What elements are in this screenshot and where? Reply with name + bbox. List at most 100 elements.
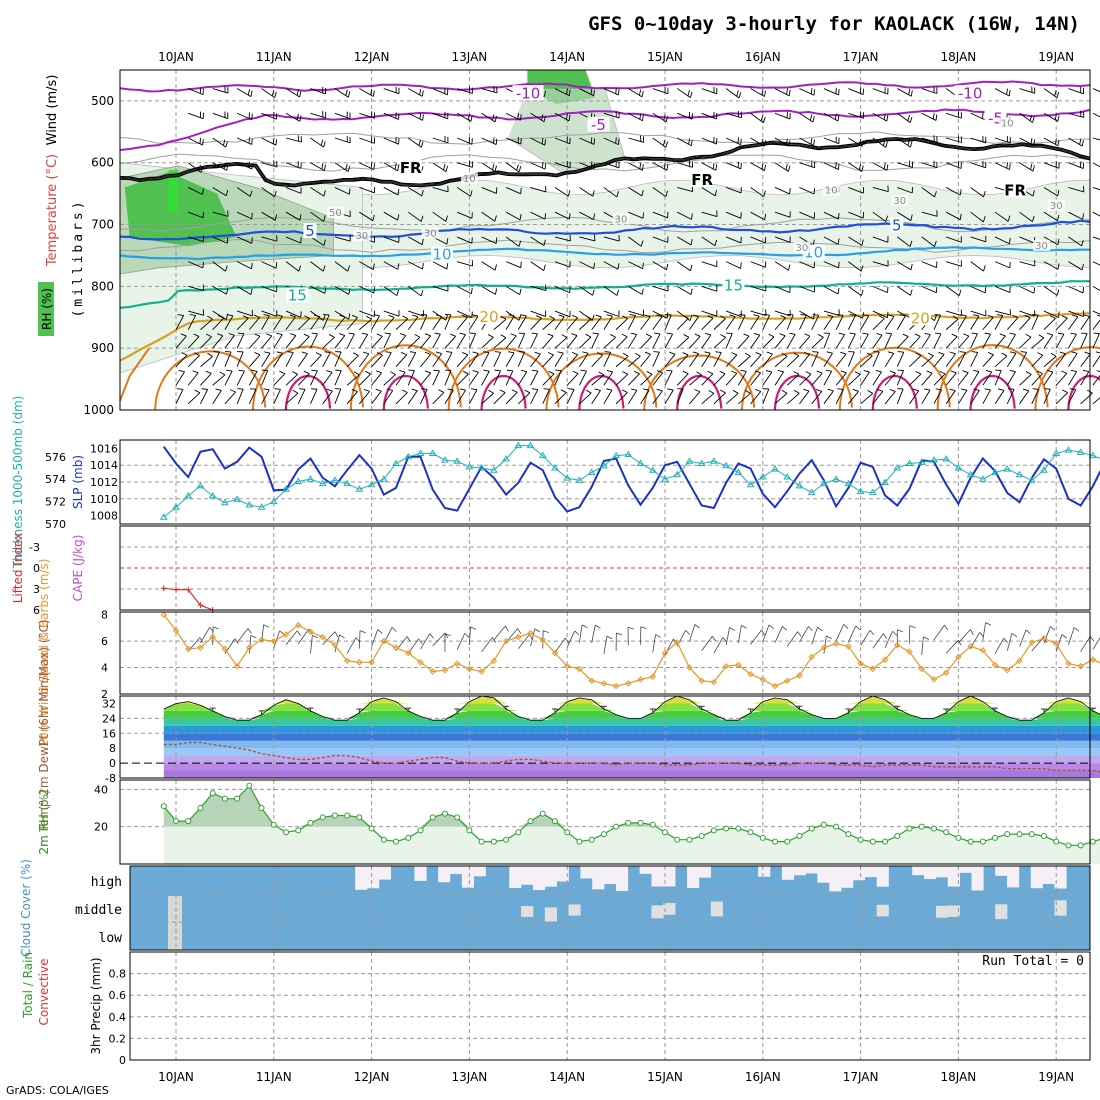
wind-barb-staff	[469, 353, 479, 367]
wind-barb-icon	[212, 261, 228, 272]
wind-barb-staff	[444, 352, 453, 367]
wind-barb-flag	[376, 352, 383, 356]
wind-barb-icon	[994, 314, 1004, 330]
wind-barb-icon	[188, 211, 204, 219]
wind-barb-icon	[750, 211, 767, 221]
wind-barb-icon	[652, 634, 662, 653]
wind-barb-staff	[799, 211, 815, 219]
wind-barb-icon	[725, 352, 738, 368]
wind-barb-flag	[549, 315, 555, 320]
wind-barb-staff	[677, 187, 693, 193]
wind-barb-icon	[579, 187, 595, 197]
wind-barb-icon	[505, 285, 522, 296]
rh-contour	[119, 216, 1091, 233]
wind-barb-flag	[199, 137, 202, 144]
temperature-band	[163, 718, 1100, 726]
cloud-clear-cell	[473, 866, 486, 877]
wind-barb-icon	[505, 162, 522, 173]
wind-barb-icon	[615, 352, 629, 368]
wind-barb-icon	[652, 137, 668, 148]
wind-barb-staff	[823, 390, 834, 405]
wind-barb-icon	[1080, 314, 1091, 330]
wind-barb-staff	[835, 315, 844, 330]
thickness-line	[163, 445, 1100, 518]
wind-barb-icon	[1080, 351, 1091, 367]
wind-barb-flag	[923, 636, 930, 640]
lifted-tick: 3	[33, 583, 40, 596]
rh2m-point	[869, 838, 876, 845]
wind-barb-icon	[811, 626, 823, 645]
wind-barb-flag	[443, 164, 446, 171]
wind-barb-flag	[565, 113, 568, 120]
wind-barb-flag	[621, 389, 628, 393]
wind-barb-icon	[273, 332, 283, 349]
contour-30c	[578, 374, 625, 411]
wind-barb-staff	[774, 285, 790, 293]
wind-barb-icon	[774, 625, 788, 643]
wind-barb-flag	[960, 314, 967, 317]
wind-barb-flag	[263, 388, 270, 391]
wind-barb-flag	[472, 370, 479, 373]
wind-barb-icon	[676, 352, 689, 368]
wind-barb-icon	[1043, 285, 1060, 296]
wind-barb-icon	[970, 351, 979, 367]
rh-axis-label: RH (%)	[40, 288, 54, 330]
wind-barb-staff	[261, 335, 273, 349]
wind-barb-staff	[359, 310, 375, 317]
wind-barb-flag	[715, 351, 722, 354]
wind-barb-flag	[1032, 314, 1039, 316]
wind-speed-point	[771, 682, 779, 690]
wind-barb-flag	[447, 388, 454, 391]
wind-barb-icon	[334, 369, 342, 386]
wind-barb-flag	[250, 90, 253, 97]
wind-barb-staff	[603, 137, 619, 146]
slp-tick: 1010	[90, 493, 118, 506]
wind-barb-staff	[285, 352, 294, 367]
pressure-tick: 800	[91, 279, 114, 293]
wind-barb-icon	[248, 369, 258, 386]
wind-barb-flag	[547, 352, 554, 356]
wind-barb-icon	[799, 285, 816, 293]
wind-barb-staff	[579, 285, 593, 296]
wind-barb-icon	[395, 370, 406, 386]
wind-barb-flag	[1059, 351, 1066, 355]
wind-barb-icon	[982, 352, 994, 368]
wind-barb-flag	[229, 389, 236, 393]
wind-barb-staff	[420, 314, 428, 330]
cape-axis-label: CAPE (J/kg)	[71, 535, 85, 602]
wind-barb-staff	[848, 261, 862, 272]
wind-barb-icon	[652, 86, 669, 95]
wind-barb-staff	[994, 88, 1010, 97]
wind-barb-icon	[261, 333, 273, 349]
wind-barb-staff	[530, 389, 539, 405]
wind-barb-icon	[285, 161, 302, 169]
wind-grid	[120, 612, 1090, 694]
top-date-tick: 19JAN	[1038, 50, 1074, 64]
wind-barb-staff	[187, 372, 199, 386]
lifted-index-point	[197, 602, 204, 609]
wind-barb-icon	[310, 314, 321, 330]
wind-barb-staff	[1006, 334, 1016, 349]
wind-barb-staff	[566, 389, 575, 405]
wind-barb-icon	[1055, 634, 1067, 652]
wind-barb-flag	[875, 369, 882, 373]
wind-barb-staff	[481, 261, 496, 271]
wind-barb-staff	[359, 187, 375, 194]
wind-barb-staff	[921, 285, 937, 294]
wind-barb-staff	[628, 236, 642, 247]
wind-barb-staff	[1043, 261, 1059, 270]
wind-barb-staff	[420, 335, 431, 349]
temperature-band	[163, 755, 1100, 764]
rh2m-point	[454, 814, 461, 821]
wind-barb-flag	[983, 265, 986, 272]
wind-barb-staff	[1043, 285, 1058, 296]
thickness-point	[245, 500, 254, 508]
wind-barb-icon	[285, 135, 302, 143]
wind-barb-staff	[1043, 388, 1051, 404]
wind-barb-icon	[188, 111, 204, 120]
wind-barb-staff	[383, 187, 399, 196]
wind-barb-icon	[652, 310, 669, 319]
wind-barb-icon	[456, 137, 473, 145]
thickness-point	[685, 457, 694, 464]
wind-barb-staff	[383, 374, 396, 386]
